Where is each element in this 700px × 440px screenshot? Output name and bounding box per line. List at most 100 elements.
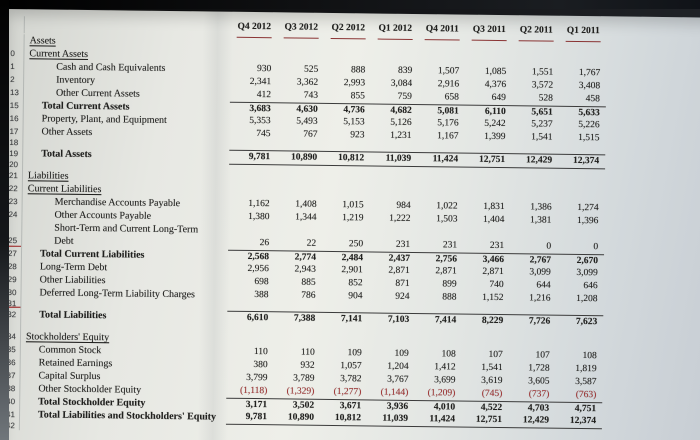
cell[interactable]: 740 (489, 279, 504, 291)
cell[interactable]: 1,216 (529, 293, 551, 304)
cell[interactable]: 1,404 (483, 214, 505, 226)
cell[interactable]: 3,572 (531, 80, 554, 91)
cell[interactable]: 1,541 (531, 132, 553, 143)
cell[interactable]: 5,153 (343, 117, 365, 128)
cell[interactable]: 1,408 (295, 199, 317, 210)
cell[interactable]: 904 (348, 291, 363, 302)
cell[interactable]: 1,162 (248, 198, 270, 210)
cell[interactable]: 4,376 (484, 79, 507, 91)
cell[interactable]: 1,381 (530, 215, 552, 226)
cell[interactable]: 2,956 (247, 263, 269, 275)
cell[interactable]: (763) (575, 389, 597, 401)
cell[interactable]: 930 (256, 64, 272, 75)
row-number[interactable]: 19 (7, 147, 24, 161)
cell[interactable]: 9,781 (245, 411, 268, 423)
cell[interactable]: 108 (582, 351, 597, 362)
cell[interactable]: 109 (347, 348, 362, 359)
cell[interactable]: 12,429 (522, 415, 550, 426)
cell[interactable]: 1,219 (342, 213, 364, 224)
cell[interactable]: 743 (303, 90, 319, 101)
cell[interactable]: (1,329) (286, 386, 315, 397)
cell[interactable]: 3,789 (293, 373, 315, 384)
cell[interactable]: 12,374 (569, 415, 597, 427)
cell[interactable]: 644 (536, 280, 551, 291)
cell[interactable]: 5,126 (390, 117, 412, 128)
cell[interactable]: (737) (528, 389, 550, 400)
row-number[interactable]: 20 (7, 160, 24, 170)
cell[interactable]: 3,782 (340, 374, 362, 385)
cell[interactable]: 984 (396, 200, 411, 211)
cell[interactable]: (1,118) (239, 385, 268, 397)
cell[interactable]: 658 (444, 92, 460, 103)
cell[interactable]: 1,274 (577, 202, 599, 214)
cell[interactable]: 3,605 (528, 376, 550, 387)
cell[interactable]: 1,503 (436, 214, 458, 225)
row-number[interactable]: 15 (7, 99, 24, 113)
cell[interactable]: 12,751 (475, 414, 503, 426)
cell[interactable]: 786 (301, 290, 316, 301)
cell[interactable]: 852 (348, 278, 363, 289)
cell[interactable]: 108 (441, 349, 456, 360)
cell[interactable]: 745 (256, 129, 271, 140)
row-number[interactable]: 1 (8, 60, 25, 74)
cell[interactable]: 22 (306, 238, 317, 249)
cell[interactable]: 888 (442, 292, 457, 303)
row-number[interactable]: 2 (8, 73, 25, 87)
cell[interactable]: 1,344 (295, 212, 317, 223)
cell[interactable]: 1,231 (390, 130, 412, 141)
cell[interactable]: 1,541 (481, 362, 503, 374)
cell[interactable]: 5,237 (531, 119, 553, 130)
cell[interactable]: 1,396 (577, 215, 599, 227)
cell[interactable]: 3,619 (481, 375, 503, 387)
cell[interactable]: 698 (254, 277, 269, 288)
cell[interactable]: 1,551 (531, 67, 554, 78)
cell[interactable]: 1,819 (575, 363, 597, 375)
row-number[interactable]: 16 (7, 112, 24, 126)
cell[interactable]: 3,099 (576, 267, 598, 279)
cell[interactable]: 885 (301, 277, 316, 288)
row-number[interactable]: 0 (8, 47, 25, 61)
cell[interactable]: 1,152 (482, 292, 504, 304)
cell[interactable]: 11,424 (429, 414, 456, 425)
cell[interactable]: (1,277) (333, 387, 362, 398)
cell[interactable]: 3,099 (529, 267, 551, 278)
cell[interactable]: 109 (394, 348, 409, 359)
cell[interactable]: 839 (397, 65, 413, 76)
cell[interactable]: 1,767 (578, 67, 601, 79)
cell[interactable]: 525 (303, 64, 319, 75)
cell[interactable]: 5,242 (484, 118, 506, 130)
cell[interactable]: 923 (350, 130, 365, 141)
cell[interactable]: 871 (395, 278, 410, 289)
cell[interactable]: 2,341 (249, 76, 272, 88)
cell[interactable]: 2,943 (294, 264, 316, 275)
cell[interactable]: 2,901 (341, 265, 363, 276)
column-header[interactable]: Q1 2011 (560, 22, 607, 43)
cell[interactable]: (1,144) (380, 387, 409, 398)
cell[interactable]: 649 (491, 92, 507, 104)
cell[interactable]: 110 (253, 347, 268, 358)
cell[interactable]: 924 (395, 291, 410, 302)
row-number[interactable]: 13 (7, 86, 25, 100)
row-number[interactable]: 21 (6, 169, 24, 183)
cell[interactable]: 5,493 (296, 116, 318, 127)
cell[interactable]: 1,507 (437, 66, 460, 77)
cell[interactable]: 932 (300, 360, 315, 371)
cell[interactable]: 1,222 (389, 213, 411, 224)
column-header[interactable]: Q4 2012 (231, 18, 278, 39)
cell[interactable]: 646 (583, 281, 598, 292)
cell[interactable]: 1,208 (576, 293, 598, 305)
cell[interactable]: 10,812 (334, 413, 362, 424)
cell[interactable]: 2,993 (343, 78, 366, 89)
column-header[interactable]: Q3 2011 (466, 21, 513, 42)
cell[interactable]: 231 (489, 240, 505, 252)
row-number[interactable]: 17 (7, 125, 24, 139)
cell[interactable]: 3,699 (434, 375, 456, 386)
cell[interactable]: (1,209) (427, 388, 456, 399)
cell[interactable]: 3,408 (578, 80, 601, 92)
column-header[interactable]: Q1 2012 (372, 20, 419, 40)
cell[interactable]: 0 (546, 241, 552, 252)
cell[interactable]: 1,386 (530, 202, 552, 213)
cell[interactable]: 2,916 (437, 79, 460, 90)
cell[interactable]: 10,890 (287, 412, 315, 423)
cell[interactable]: 2,871 (435, 266, 457, 277)
